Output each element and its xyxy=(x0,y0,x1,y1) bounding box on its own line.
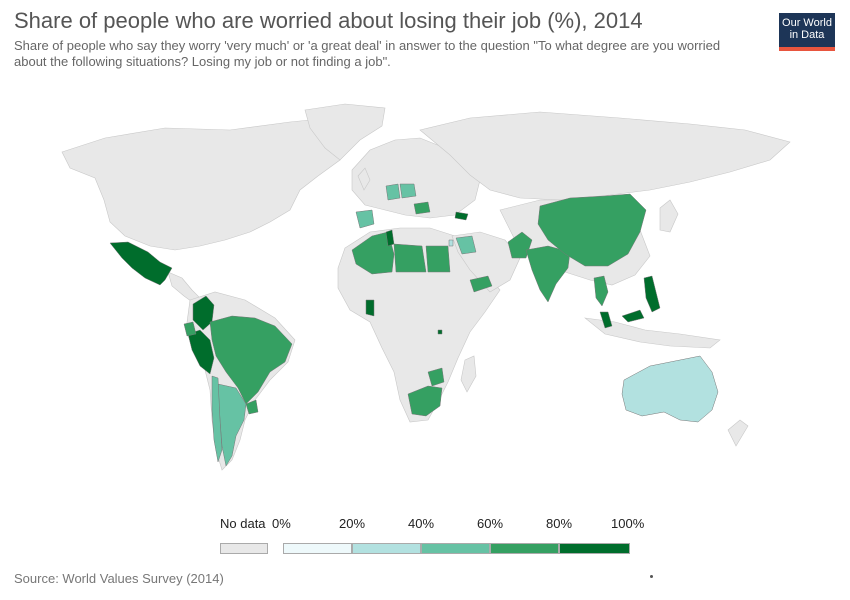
legend-tick-20: 20% xyxy=(339,516,366,531)
country-philippines xyxy=(643,275,661,313)
country-rwanda xyxy=(437,329,443,335)
source-note[interactable]: Source: World Values Survey (2014) xyxy=(14,571,224,586)
country-spain xyxy=(355,209,375,229)
country-south-africa xyxy=(407,385,443,417)
map-subtitle: Share of people who say they worry 'very… xyxy=(14,38,721,69)
footer-dot xyxy=(650,575,653,578)
logo-line-2: in Data xyxy=(789,29,825,41)
country-ecuador xyxy=(183,321,197,337)
country-germany xyxy=(385,183,401,201)
country-georgia xyxy=(454,211,469,221)
country-mexico xyxy=(109,241,173,286)
legend-swatch-60-80[interactable] xyxy=(490,543,559,554)
legend-tick-40: 40% xyxy=(408,516,435,531)
country-yemen xyxy=(469,275,493,293)
world-map[interactable] xyxy=(0,100,850,480)
united-kingdom xyxy=(357,167,371,191)
legend-swatch-0-20[interactable] xyxy=(283,543,352,554)
country-egypt xyxy=(425,245,451,273)
logo-line-1: Our World xyxy=(782,17,832,29)
russia xyxy=(419,111,791,201)
country-peru xyxy=(187,329,215,375)
map-title: Share of people who are worried about lo… xyxy=(14,8,643,33)
country-brazil xyxy=(209,315,293,405)
greenland xyxy=(304,103,386,161)
country-uruguay xyxy=(245,399,259,415)
country-iraq xyxy=(455,235,477,255)
country-zimbabwe xyxy=(427,367,445,387)
new-zealand xyxy=(727,419,749,447)
country-ghana xyxy=(365,299,375,317)
legend-swatch-40-60[interactable] xyxy=(421,543,490,554)
country-chile xyxy=(211,375,223,463)
country-romania xyxy=(413,201,431,215)
legend-swatch-80-100[interactable] xyxy=(559,543,630,554)
country-lebanon xyxy=(448,239,454,247)
madagascar xyxy=(460,355,477,393)
land-no-data xyxy=(61,103,791,471)
country-australia xyxy=(621,355,719,423)
legend-tick-80: 80% xyxy=(546,516,573,531)
country-pakistan xyxy=(507,231,533,259)
country-india xyxy=(525,245,571,303)
logo-accent-bar xyxy=(779,47,835,51)
legend-tick-0: 0% xyxy=(272,516,291,531)
country-china xyxy=(537,193,647,267)
japan xyxy=(659,199,679,233)
legend-nodata-label: No data xyxy=(220,516,266,531)
africa xyxy=(337,227,501,423)
europe xyxy=(351,137,481,219)
legend-tick-60: 60% xyxy=(477,516,504,531)
country-poland xyxy=(399,183,417,199)
country-thailand xyxy=(593,275,609,307)
country-malaysia xyxy=(599,309,645,329)
country-libya xyxy=(393,243,427,273)
owid-logo[interactable]: Our World in Data xyxy=(779,13,835,51)
north-america xyxy=(61,117,356,251)
legend-tick-100: 100% xyxy=(611,516,645,531)
legend-swatch-nodata[interactable] xyxy=(220,543,268,554)
legend-swatch-20-40[interactable] xyxy=(352,543,421,554)
country-algeria xyxy=(351,231,395,275)
colored-countries xyxy=(109,183,719,467)
indonesia xyxy=(583,317,721,349)
